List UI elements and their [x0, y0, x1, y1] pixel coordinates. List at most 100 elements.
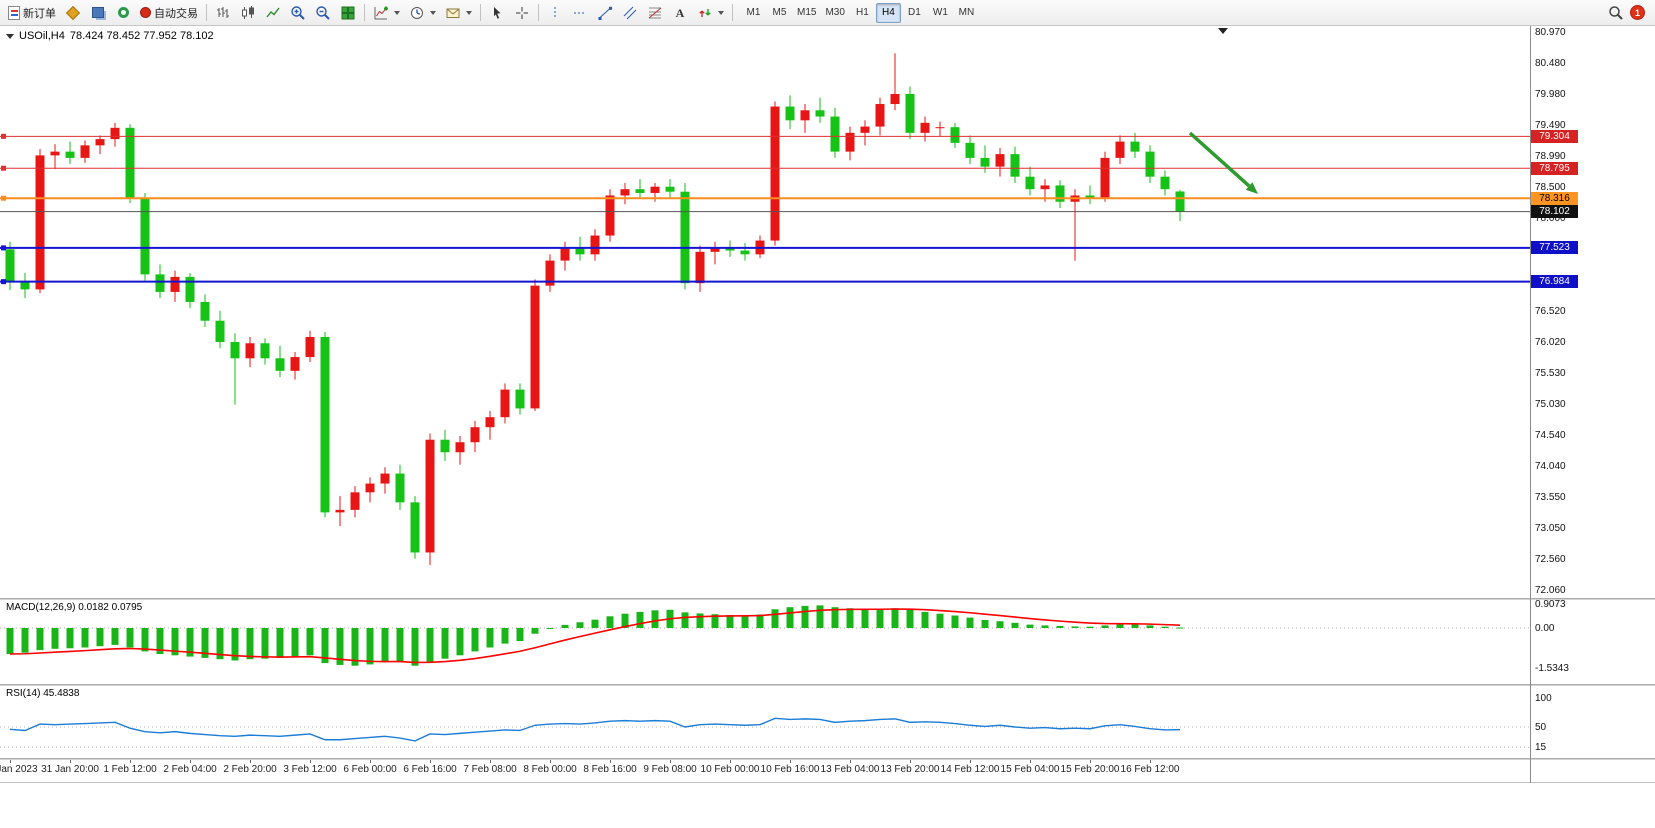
notification-badge[interactable]: 1: [1630, 5, 1645, 20]
macd-panel-canvas[interactable]: [0, 600, 1530, 684]
macd-axis-label: 0.9073: [1535, 599, 1566, 611]
time-axis-label: 8 Feb 16:00: [583, 764, 637, 775]
time-axis-label: 10 Feb 16:00: [760, 764, 820, 775]
price-axis-label: 72.560: [1535, 553, 1566, 565]
timeframe-button-mn[interactable]: MN: [958, 7, 975, 18]
time-axis-label: 6 Feb 00:00: [343, 764, 397, 775]
time-tick: [10, 760, 11, 763]
timeframe-button-h1[interactable]: H1: [856, 7, 869, 18]
time-tick: [310, 760, 311, 763]
timeframe-button-m1[interactable]: M1: [746, 7, 761, 18]
horizontal-line-button[interactable]: [568, 2, 592, 24]
horizontal-line-icon: [574, 12, 586, 13]
line-chart-button[interactable]: [261, 2, 285, 24]
search-icon[interactable]: [1608, 5, 1624, 21]
timeframe-button-w1[interactable]: W1: [932, 7, 948, 18]
time-axis-label: 15 Feb 04:00: [1000, 764, 1060, 775]
panel-separator[interactable]: [0, 598, 1655, 600]
time-axis-label: 1 Feb 12:00: [103, 764, 157, 775]
channel-button[interactable]: [618, 2, 642, 24]
price-axis-label: 78.990: [1535, 151, 1566, 162]
toolbar-divider: [732, 4, 733, 21]
rsi-axis-label: 15: [1535, 742, 1547, 754]
toolbar-right-group: 1: [1608, 5, 1651, 21]
price-axis-label: 74.040: [1535, 461, 1566, 473]
time-tick: [790, 760, 791, 763]
zoom-out-icon: [316, 5, 330, 20]
price-axis-label: 73.550: [1535, 491, 1566, 503]
fibonacci-button[interactable]: [643, 2, 667, 24]
crosshair-icon: [516, 6, 528, 19]
price-axis-label: 74.540: [1535, 429, 1566, 441]
time-tick: [370, 760, 371, 763]
trendline-icon: [598, 6, 612, 20]
arrows-icon: [699, 8, 711, 17]
periods-button[interactable]: [405, 2, 440, 24]
data-window-button[interactable]: [86, 2, 110, 24]
time-tick: [490, 760, 491, 763]
price-axis-label: 76.020: [1535, 337, 1566, 349]
price-axis-label: 73.050: [1535, 523, 1566, 535]
level-price-badge: 79.304: [1531, 129, 1578, 143]
time-axis-label: 16 Feb 12:00: [1120, 764, 1180, 775]
charts-icon: [65, 5, 81, 20]
autotrading-button[interactable]: 自动交易: [136, 2, 202, 24]
arrow-annotation[interactable]: [1188, 131, 1258, 194]
autotrading-icon: [140, 7, 151, 18]
time-tick: [910, 760, 911, 763]
time-tick: [550, 760, 551, 763]
text-button[interactable]: A: [668, 2, 692, 24]
timeframe-button-m5[interactable]: M5: [772, 7, 787, 18]
template-icon: [446, 8, 460, 18]
time-tick: [190, 760, 191, 763]
macd-signal-line: [9, 608, 1181, 664]
dropdown-caret-icon: [430, 10, 436, 15]
time-tick: [430, 760, 431, 763]
trendline-button[interactable]: [593, 2, 617, 24]
indicators-icon: [374, 6, 388, 19]
bar-chart-button[interactable]: [211, 2, 235, 24]
data-window-icon: [92, 7, 104, 18]
macd-histogram: [6, 605, 1184, 666]
templates-button[interactable]: [441, 2, 476, 24]
strategy-tester-button[interactable]: [111, 2, 135, 24]
toolbar-divider: [206, 4, 207, 21]
level-price-badge: 78.316: [1531, 191, 1578, 205]
rsi-label: RSI(14) 45.4838: [6, 688, 80, 699]
zoom-in-button[interactable]: [286, 2, 310, 24]
timeframe-button-m15[interactable]: M15: [797, 7, 817, 18]
cursor-icon: [494, 6, 501, 19]
time-tick: [610, 760, 611, 763]
top-toolbar: 新订单 自动交易: [0, 0, 1655, 26]
scroll-to-end-marker[interactable]: [1218, 28, 1228, 34]
indicators-button[interactable]: [369, 2, 404, 24]
toolbar-divider: [538, 4, 539, 21]
ohlc-readout: 78.424 78.452 77.952 78.102: [69, 30, 214, 42]
time-axis-label: 14 Feb 12:00: [940, 764, 1000, 775]
timeframe-button-m30[interactable]: M30: [825, 7, 845, 18]
new-order-button[interactable]: 新订单: [4, 2, 60, 24]
tile-windows-button[interactable]: [336, 2, 360, 24]
fibonacci-icon: [648, 7, 662, 18]
charts-button[interactable]: [61, 2, 85, 24]
candlestick-chart-button[interactable]: [236, 2, 260, 24]
one-click-trading-toggle-icon[interactable]: [6, 33, 14, 39]
main-chart-canvas[interactable]: [0, 26, 1530, 598]
timeframe-button-h4[interactable]: H4: [875, 2, 901, 23]
line-chart-icon: [266, 7, 280, 17]
timeframe-button-d1[interactable]: D1: [908, 7, 921, 18]
arrows-button[interactable]: [693, 2, 728, 24]
panel-separator[interactable]: [0, 684, 1655, 686]
vertical-line-button[interactable]: [543, 2, 567, 24]
rsi-panel-canvas[interactable]: [0, 686, 1530, 758]
current-price-badge: 78.102: [1531, 205, 1578, 219]
zoom-out-button[interactable]: [311, 2, 335, 24]
time-axis-label: 3 Feb 12:00: [283, 764, 337, 775]
panel-separator[interactable]: [0, 758, 1655, 760]
macd-axis-label: -1.5343: [1535, 662, 1569, 674]
time-axis-label: 31 Jan 2023: [0, 764, 38, 775]
cursor-button[interactable]: [485, 2, 509, 24]
dropdown-caret-icon: [718, 10, 724, 15]
crosshair-button[interactable]: [510, 2, 534, 24]
